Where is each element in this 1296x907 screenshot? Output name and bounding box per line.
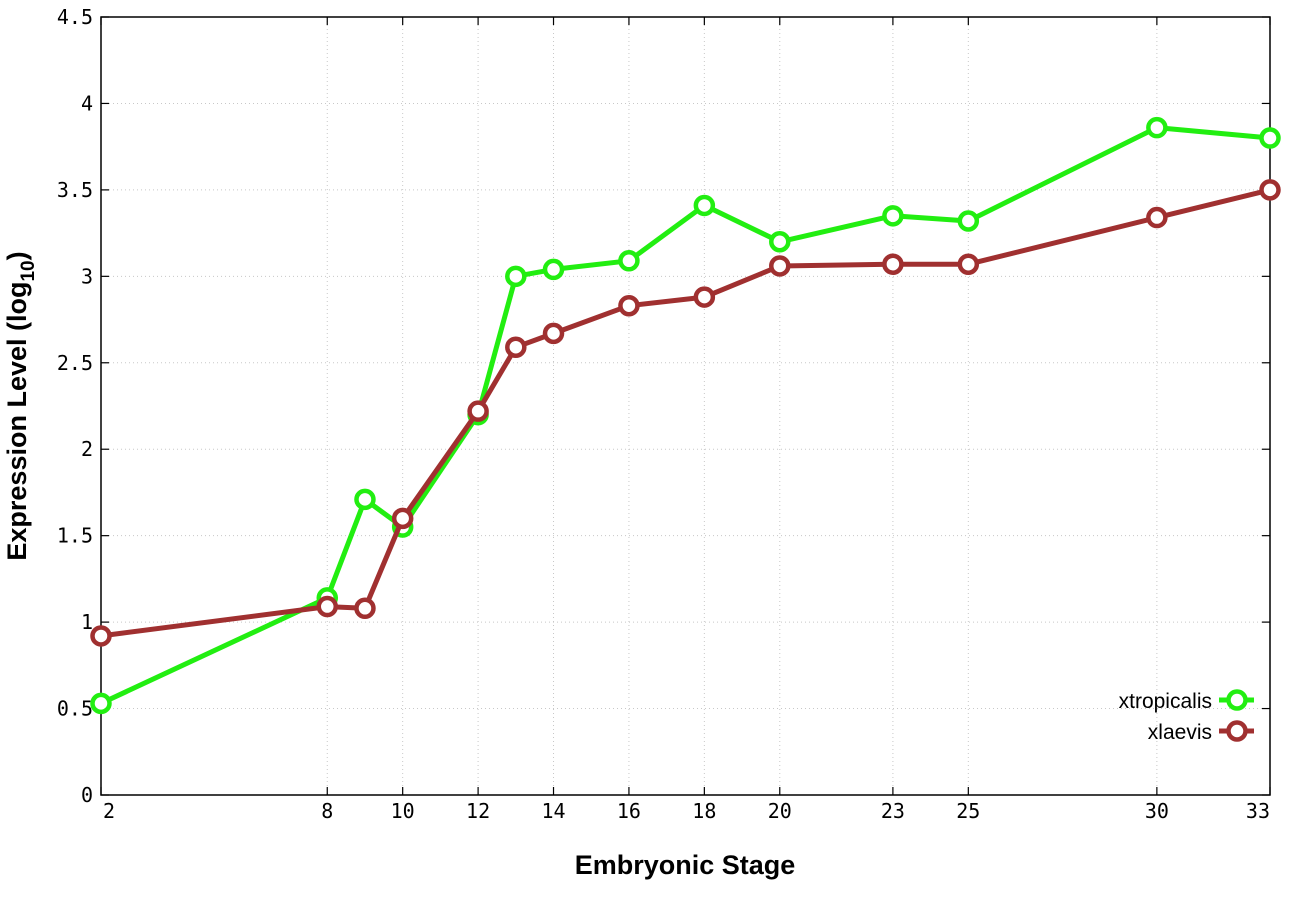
legend-marker bbox=[1226, 720, 1248, 742]
y-tick-label: 1 bbox=[81, 610, 93, 634]
data-point bbox=[769, 255, 791, 277]
y-tick-label: 4 bbox=[81, 91, 93, 115]
y-tick-label: 0.5 bbox=[57, 697, 93, 721]
data-point bbox=[618, 250, 640, 272]
x-tick-label: 33 bbox=[1246, 799, 1270, 823]
data-point bbox=[354, 488, 376, 511]
x-tick-label: 8 bbox=[321, 799, 333, 823]
data-point bbox=[618, 294, 640, 317]
data-point bbox=[542, 322, 565, 345]
y-tick-label: 1.5 bbox=[57, 524, 93, 548]
data-point bbox=[693, 194, 716, 217]
series-xtropicalis bbox=[90, 116, 1281, 715]
x-tick-label: 12 bbox=[466, 799, 490, 823]
legend-label: xlaevis bbox=[1148, 721, 1212, 744]
data-point bbox=[693, 286, 716, 308]
plot-frame bbox=[100, 16, 1271, 796]
data-point bbox=[90, 692, 112, 715]
x-tick-label: 18 bbox=[692, 799, 716, 823]
data-point bbox=[505, 336, 527, 358]
y-axis-title-main: Expression Level (log bbox=[2, 282, 32, 561]
data-point bbox=[1259, 179, 1281, 201]
y-tick-label: 3.5 bbox=[57, 178, 93, 202]
data-point bbox=[882, 253, 904, 275]
y-tick-label: 0 bbox=[81, 783, 93, 807]
legend: xtropicalis xlaevis bbox=[1119, 689, 1254, 744]
y-tick-label: 2 bbox=[81, 437, 93, 461]
series-xlaevis bbox=[90, 179, 1281, 647]
grid-lines bbox=[101, 17, 1270, 795]
x-tick-label: 25 bbox=[956, 799, 980, 823]
data-point bbox=[882, 205, 904, 227]
y-axis-title: Expression Level (log10) bbox=[2, 251, 39, 560]
x-tick-label: 23 bbox=[881, 799, 905, 823]
y-tick-label: 2.5 bbox=[57, 351, 93, 375]
x-tick-label: 10 bbox=[391, 799, 415, 823]
data-point bbox=[354, 597, 376, 620]
x-tick-label: 14 bbox=[541, 799, 565, 823]
series-line bbox=[99, 125, 1271, 706]
data-point bbox=[1259, 127, 1281, 149]
legend-marker bbox=[1226, 689, 1248, 711]
y-axis-title-close: ) bbox=[2, 251, 32, 260]
y-axis-title-subscript: 10 bbox=[18, 260, 39, 281]
data-point bbox=[1146, 116, 1168, 139]
data-point bbox=[467, 400, 489, 422]
series-line bbox=[100, 187, 1271, 639]
legend-label: xtropicalis bbox=[1119, 690, 1212, 713]
x-tick-label: 30 bbox=[1145, 799, 1169, 823]
data-point bbox=[316, 595, 339, 618]
data-point bbox=[90, 625, 112, 647]
data-point bbox=[1146, 206, 1168, 229]
x-tick-label: 20 bbox=[768, 799, 792, 823]
data-point bbox=[957, 210, 980, 232]
data-series bbox=[90, 116, 1281, 715]
x-axis-title: Embryonic Stage bbox=[575, 850, 796, 880]
x-tick-label: 2 bbox=[103, 799, 115, 823]
y-tick-label: 3 bbox=[81, 264, 93, 288]
data-point bbox=[391, 507, 414, 530]
data-point bbox=[769, 231, 791, 253]
data-point bbox=[542, 258, 565, 281]
data-point bbox=[957, 253, 980, 275]
axis-ticks: 0 0.5 1 1.5 2 2.5 3 3.5 4 4.5 2 8 10 12 14 16 18 20 23 25 30… bbox=[57, 5, 1271, 823]
data-point bbox=[505, 265, 527, 288]
x-tick-label: 16 bbox=[617, 799, 641, 823]
y-tick-label: 4.5 bbox=[57, 5, 93, 29]
